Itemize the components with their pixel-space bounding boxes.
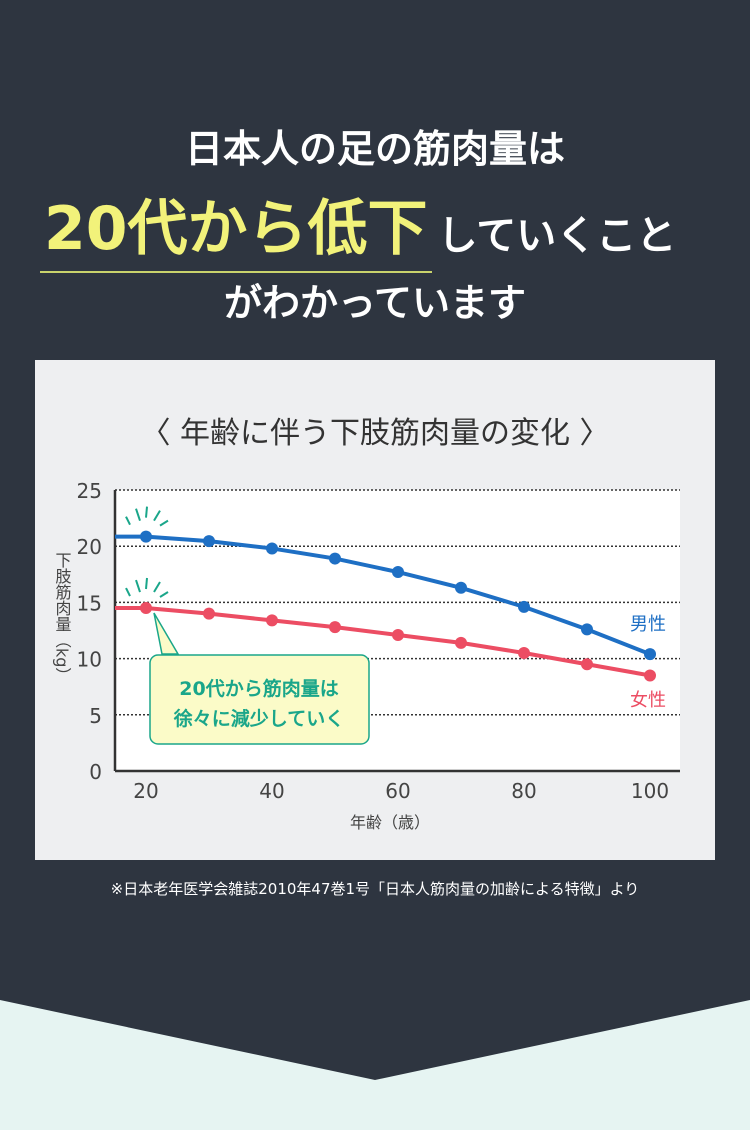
data-point [140, 602, 152, 615]
y-tick-label: 5 [89, 704, 102, 728]
headline-line2-rest: していくこと [437, 213, 677, 259]
headline-highlight: 20代から低下 [40, 180, 432, 273]
sparkle-icon [135, 579, 141, 593]
x-tick-label: 20 [133, 779, 158, 803]
headline-line1: 日本人の足の筋肉量は [184, 127, 565, 171]
data-point [392, 628, 404, 641]
headline-line3: がわかっています [223, 281, 527, 325]
data-point [203, 607, 215, 620]
y-tick-label: 25 [77, 479, 102, 503]
sparkle-icon [145, 577, 148, 590]
data-point [455, 636, 467, 649]
y-tick-label: 10 [77, 648, 102, 672]
sparkle-icon [125, 587, 131, 597]
sparkle-icon [135, 508, 141, 521]
data-point [644, 648, 656, 661]
sparkle-icon [153, 581, 161, 593]
data-point [203, 535, 215, 548]
data-point [455, 581, 467, 594]
data-point [329, 552, 341, 565]
data-point [581, 623, 593, 636]
sparkle-icon [125, 516, 131, 526]
sparkle-icon [153, 510, 161, 522]
data-point [518, 646, 530, 659]
source-note: ※日本老年医学会雑誌2010年47巻1号「日本人筋肉量の加齢による特徴」より [110, 880, 640, 898]
data-point [644, 669, 656, 682]
callout-pointer [153, 612, 180, 655]
callout-text: 徐々に減少していく [173, 707, 344, 730]
sparkle-icon [145, 506, 148, 518]
series-line-female [115, 606, 651, 678]
y-tick-label: 20 [77, 535, 102, 559]
x-tick-label: 80 [511, 779, 536, 803]
data-point [266, 542, 278, 555]
series-line-male [115, 534, 651, 656]
x-axis-label: 年齢（歳） [350, 813, 430, 832]
sparkle-icon [159, 519, 169, 527]
data-point [518, 600, 530, 613]
data-point [329, 621, 341, 634]
chart-title: 〈 年齢に伴う下肢筋肉量の変化 〉 [140, 416, 610, 451]
y-tick-label: 15 [77, 591, 102, 615]
x-tick-label: 100 [631, 779, 669, 803]
sparkle-icon [159, 591, 169, 598]
callout-text: 20代から筋肉量は [179, 677, 338, 700]
x-tick-label: 40 [259, 779, 284, 803]
data-point [266, 614, 278, 627]
legend-label: 女性 [630, 690, 666, 711]
data-point [392, 566, 404, 579]
data-point [581, 658, 593, 671]
callout-box [149, 654, 370, 745]
legend-label: 男性 [630, 614, 666, 635]
x-tick-label: 60 [385, 779, 410, 803]
y-tick-label: 0 [89, 760, 102, 784]
headline-line2: 20代から低下 していくこと [40, 180, 676, 273]
y-axis-label: 下肢筋肉量（kg） [53, 552, 72, 683]
data-point [140, 530, 152, 543]
